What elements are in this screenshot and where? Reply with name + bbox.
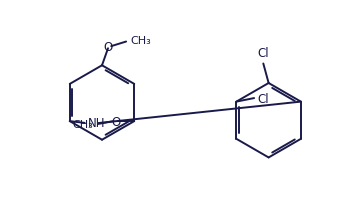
Text: CH₃: CH₃ (73, 119, 94, 129)
Text: Cl: Cl (257, 92, 269, 105)
Text: O: O (111, 115, 121, 128)
Text: CH₃: CH₃ (131, 36, 152, 46)
Text: O: O (104, 41, 113, 54)
Text: NH: NH (88, 117, 106, 130)
Text: Cl: Cl (257, 47, 269, 60)
